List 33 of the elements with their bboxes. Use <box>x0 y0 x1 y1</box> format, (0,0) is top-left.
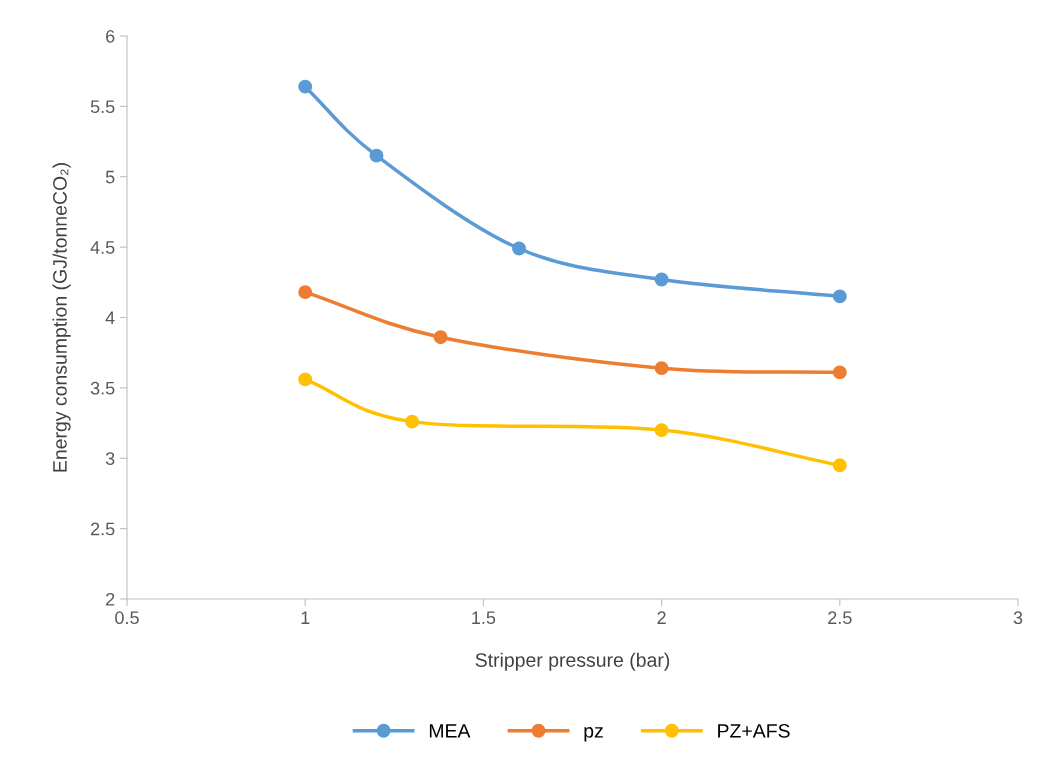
x-tick-label: 1.5 <box>472 611 496 625</box>
y-tick-label: 5 <box>105 170 115 184</box>
y-tick-label: 5.5 <box>90 100 115 114</box>
y-tick-label: 4.5 <box>90 241 115 254</box>
x-tick-label: 2.5 <box>828 611 852 625</box>
point <box>654 423 669 438</box>
legend-label: PZ+AFS <box>718 723 790 738</box>
y-tick-label: 6 <box>106 29 115 43</box>
x-axis-title: Stripper pressure (bar) <box>475 652 670 671</box>
point <box>832 365 847 380</box>
x-tick-label: 1 <box>301 611 310 624</box>
y-tick-label: 4 <box>105 311 115 325</box>
legend-label: MEA <box>429 724 471 738</box>
x-tick-label: 3 <box>1013 611 1023 625</box>
y-tick-label: 3.5 <box>90 381 115 395</box>
point <box>298 372 313 387</box>
x-tick-label: 2 <box>657 611 666 624</box>
x-tick-label: 0.5 <box>115 611 139 625</box>
point <box>832 289 847 304</box>
point <box>654 361 669 376</box>
point <box>832 458 847 473</box>
legend-label: pz <box>584 727 603 742</box>
y-tick-label: 2 <box>106 592 115 606</box>
point <box>654 272 669 287</box>
point <box>298 285 313 300</box>
point <box>512 241 526 256</box>
y-tick-label: 3 <box>105 452 115 465</box>
point <box>369 148 384 163</box>
y-tick-label: 2.5 <box>91 522 115 536</box>
point <box>433 330 448 345</box>
y-axis-title: Energy consumption (GJ/tonneCO₂) <box>52 163 71 472</box>
point <box>405 414 420 429</box>
point <box>298 79 313 94</box>
